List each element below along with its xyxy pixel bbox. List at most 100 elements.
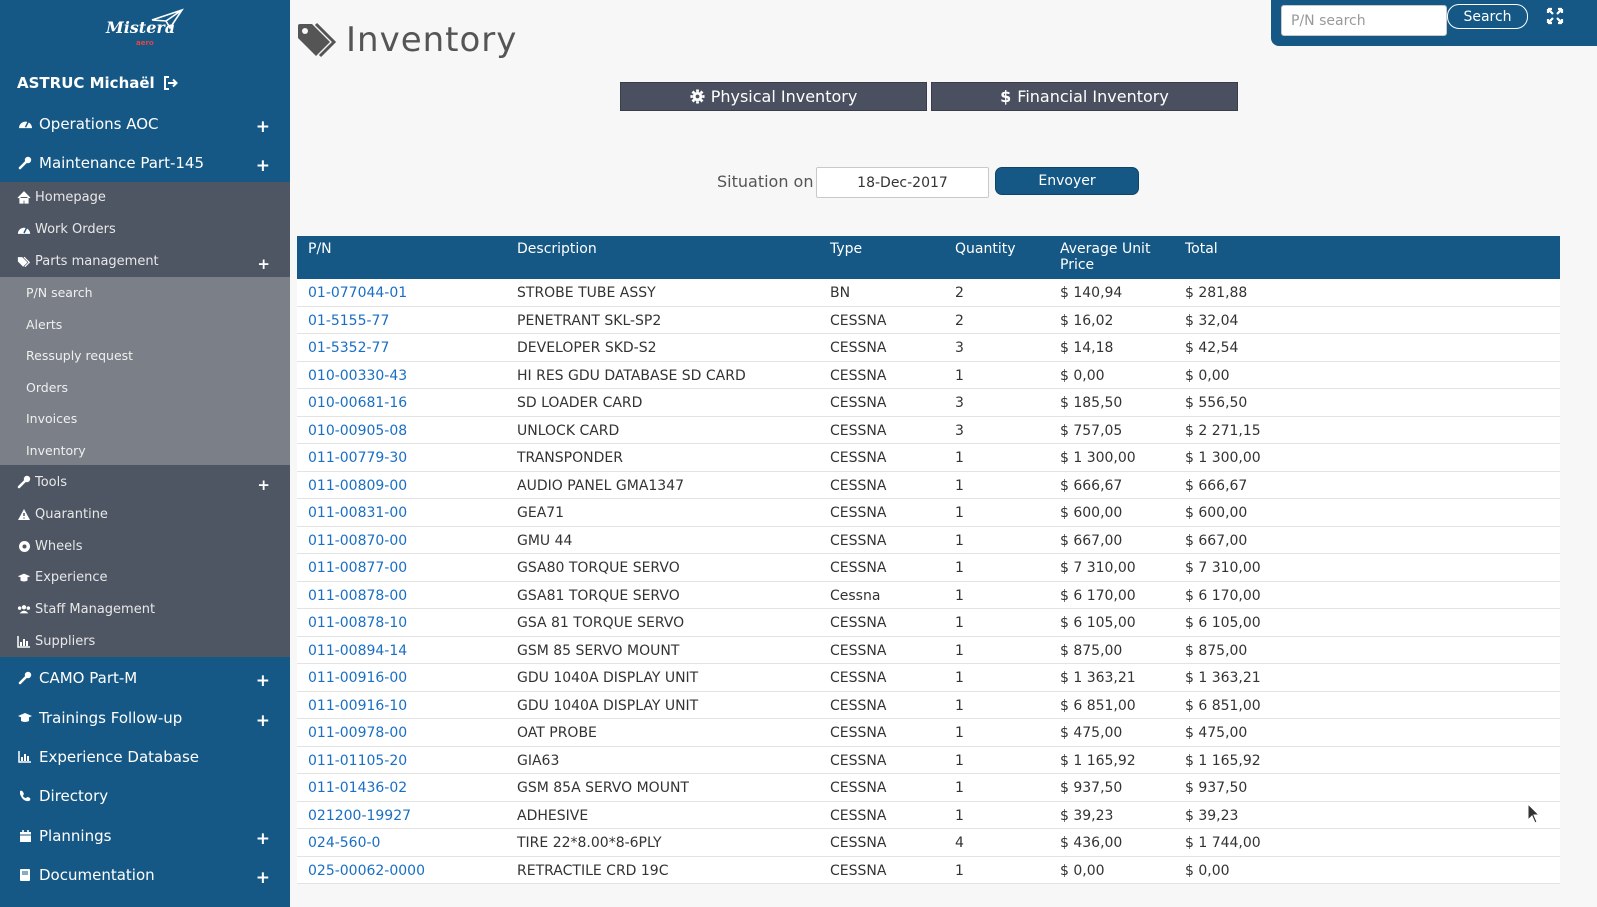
total-cell: $ 2 271,15 (1185, 422, 1261, 439)
table-row[interactable]: 011-00878-00 GSA81 TORQUE SERVO Cessna 1 $ 6… (297, 581, 1560, 609)
pn-link[interactable]: 011-00779-30 (308, 450, 408, 466)
physical-inventory-button[interactable]: Physical Inventory (620, 82, 927, 111)
sidebar-item-p-n-search[interactable]: P/N search (0, 277, 290, 308)
pn-link[interactable]: 021200-19927 (308, 807, 412, 824)
sidebar-item-label: Ressuply request (26, 348, 134, 363)
table-row[interactable]: 010-00681-16 SD LOADER CARD CESSNA 3 $ 185,5… (297, 389, 1560, 417)
table-row[interactable]: 011-01436-02 GSM 85A SERVO MOUNT CESSNA 1 $ … (297, 774, 1560, 802)
sidebar-item-trainings-follow-up[interactable]: Trainings Follow-up + (0, 698, 290, 737)
column-header-pn[interactable]: P/N (308, 241, 332, 257)
pn-link[interactable]: 011-00916-00 (308, 670, 408, 686)
column-header-description[interactable]: Description (517, 241, 597, 257)
pn-link[interactable]: 01-077044-01 (308, 285, 408, 301)
expand-plus-icon[interactable]: + (255, 155, 270, 176)
expand-plus-icon[interactable]: + (255, 867, 270, 888)
table-row[interactable]: 011-00779-30 TRANSPONDER CESSNA 1 $ 1 300,00… (297, 444, 1560, 472)
sidebar-item-homepage[interactable]: Homepage (0, 181, 290, 213)
table-row[interactable]: 025-00062-0000 RETRACTILE CRD 19C CESSNA 1 $… (297, 856, 1560, 884)
expand-plus-icon[interactable]: + (257, 476, 270, 494)
sidebar-item-wheels[interactable]: Wheels (0, 530, 290, 562)
quantity-cell: 1 (955, 642, 964, 659)
sidebar-item-parts-management[interactable]: Parts management + (0, 245, 290, 277)
sidebar-item-plannings[interactable]: Plannings + (0, 816, 290, 855)
envoyer-button[interactable]: Envoyer (995, 167, 1139, 195)
table-row[interactable]: 011-00877-00 GSA80 TORQUE SERVO CESSNA 1 $ 7… (297, 554, 1560, 582)
sidebar-item-inventory[interactable]: Inventory (0, 435, 290, 466)
expand-plus-icon[interactable]: + (257, 255, 270, 273)
table-row[interactable]: 024-560-0 TIRE 22*8.00*8-6PLY CESSNA 4 $ 436… (297, 829, 1560, 857)
sidebar-item-staff-management[interactable]: Staff Management (0, 593, 290, 625)
sidebar-item-documentation[interactable]: Documentation + (0, 855, 290, 894)
pn-link[interactable]: 01-5352-77 (308, 340, 390, 356)
column-header-average-unit-price[interactable]: Average Unit Price (1060, 241, 1151, 273)
expand-icon[interactable] (1546, 7, 1564, 25)
table-row[interactable]: 011-01105-20 GIA63 CESSNA 1 $ 1 165,92 $ 1 16… (297, 746, 1560, 774)
logo[interactable]: Mistera aero (0, 0, 290, 62)
expand-plus-icon[interactable]: + (255, 116, 270, 137)
table-row[interactable]: 010-00905-08 UNLOCK CARD CESSNA 3 $ 757,05 $ … (297, 416, 1560, 444)
pn-link[interactable]: 010-00905-08 (308, 422, 408, 439)
column-header-type[interactable]: Type (830, 241, 863, 257)
tags-icon (17, 254, 31, 268)
pn-link[interactable]: 010-00330-43 (308, 367, 408, 384)
sidebar-item-suppliers[interactable]: Suppliers (0, 625, 290, 657)
pn-link[interactable]: 011-00878-10 (308, 615, 408, 631)
table-row[interactable]: 011-00809-00 AUDIO PANEL GMA1347 CESSNA 1 $ … (297, 471, 1560, 499)
unit-price-cell: $ 937,50 (1060, 780, 1123, 796)
sidebar-item-quarantine[interactable]: Quarantine (0, 498, 290, 530)
sidebar-item-invoices[interactable]: Invoices (0, 403, 290, 434)
table-row[interactable]: 011-00916-10 GDU 1040A DISPLAY UNIT CESSNA… (297, 691, 1560, 719)
pn-link[interactable]: 011-00978-00 (308, 725, 408, 741)
table-row[interactable]: 021200-19927 ADHESIVE CESSNA 1 $ 39,23 $ 39,2… (297, 801, 1560, 829)
financial-inventory-button[interactable]: $ Financial Inventory (931, 82, 1238, 111)
table-row[interactable]: 01-077044-01 STROBE TUBE ASSY BN 2 $ 140,94 $… (297, 279, 1560, 307)
total-cell: $ 937,50 (1185, 780, 1248, 796)
expand-plus-icon[interactable]: + (255, 828, 270, 849)
pn-link[interactable]: 011-00831-00 (308, 505, 408, 521)
pn-link[interactable]: 01-5155-77 (308, 312, 390, 329)
sidebar-item-maintenance-part-145[interactable]: Maintenance Part-145 + (0, 143, 290, 182)
sidebar-item-work-orders[interactable]: Work Orders (0, 213, 290, 245)
pn-search-input[interactable] (1281, 5, 1447, 36)
search-button[interactable]: Search (1447, 4, 1528, 29)
table-row[interactable]: 011-00870-00 GMU 44 CESSNA 1 $ 667,00 $ 667,0… (297, 526, 1560, 554)
sidebar-item-operations-aoc[interactable]: Operations AOC + (0, 104, 290, 143)
table-row[interactable]: 010-00330-43 HI RES GDU DATABASE SD CARD C… (297, 361, 1560, 389)
unit-price-cell: $ 39,23 (1060, 807, 1114, 824)
expand-plus-icon[interactable]: + (255, 710, 270, 731)
expand-plus-icon[interactable]: + (255, 670, 270, 691)
pn-link[interactable]: 025-00062-0000 (308, 862, 425, 879)
financial-inventory-label: Financial Inventory (1017, 87, 1169, 106)
unit-price-cell: $ 6 105,00 (1060, 615, 1136, 631)
pn-link[interactable]: 011-01436-02 (308, 780, 408, 796)
pn-link[interactable]: 010-00681-16 (308, 395, 408, 411)
pn-link[interactable]: 011-00916-10 (308, 697, 408, 714)
sidebar-item-alerts[interactable]: Alerts (0, 309, 290, 340)
sidebar-item-experience[interactable]: Experience (0, 561, 290, 593)
pn-link[interactable]: 011-00878-00 (308, 587, 408, 604)
pn-link[interactable]: 011-00809-00 (308, 477, 408, 494)
sidebar-item-ressuply-request[interactable]: Ressuply request (0, 340, 290, 371)
table-row[interactable]: 01-5155-77 PENETRANT SKL-SP2 CESSNA 2 $ 16,0… (297, 306, 1560, 334)
sidebar-item-directory[interactable]: Directory (0, 776, 290, 815)
column-header-quantity[interactable]: Quantity (955, 241, 1016, 257)
pn-link[interactable]: 011-00894-14 (308, 642, 408, 659)
logout-icon[interactable] (163, 76, 178, 90)
pn-link[interactable]: 011-00870-00 (308, 532, 408, 549)
column-header-total[interactable]: Total (1185, 241, 1218, 257)
pn-link[interactable]: 011-01105-20 (308, 752, 408, 769)
situation-date-input[interactable] (816, 167, 989, 198)
user-name[interactable]: ASTRUC Michaël (17, 72, 178, 94)
table-row[interactable]: 011-00831-00 GEA71 CESSNA 1 $ 600,00 $ 600,00 (297, 499, 1560, 527)
table-row[interactable]: 011-00978-00 OAT PROBE CESSNA 1 $ 475,00 $ 47… (297, 719, 1560, 747)
pn-link[interactable]: 024-560-0 (308, 835, 381, 851)
sidebar-item-tools[interactable]: Tools + (0, 466, 290, 498)
sidebar-item-orders[interactable]: Orders (0, 372, 290, 403)
table-row[interactable]: 011-00878-10 GSA 81 TORQUE SERVO CESSNA 1 $ … (297, 609, 1560, 637)
table-row[interactable]: 011-00916-00 GDU 1040A DISPLAY UNIT CESSNA… (297, 664, 1560, 692)
pn-link[interactable]: 011-00877-00 (308, 560, 408, 576)
sidebar-item-experience-database[interactable]: Experience Database (0, 737, 290, 776)
table-row[interactable]: 011-00894-14 GSM 85 SERVO MOUNT CESSNA 1 $ 8… (297, 636, 1560, 664)
table-row[interactable]: 01-5352-77 DEVELOPER SKD-S2 CESSNA 3 $ 14,18… (297, 334, 1560, 362)
sidebar-item-camo-part-m[interactable]: CAMO Part-M + (0, 658, 290, 697)
